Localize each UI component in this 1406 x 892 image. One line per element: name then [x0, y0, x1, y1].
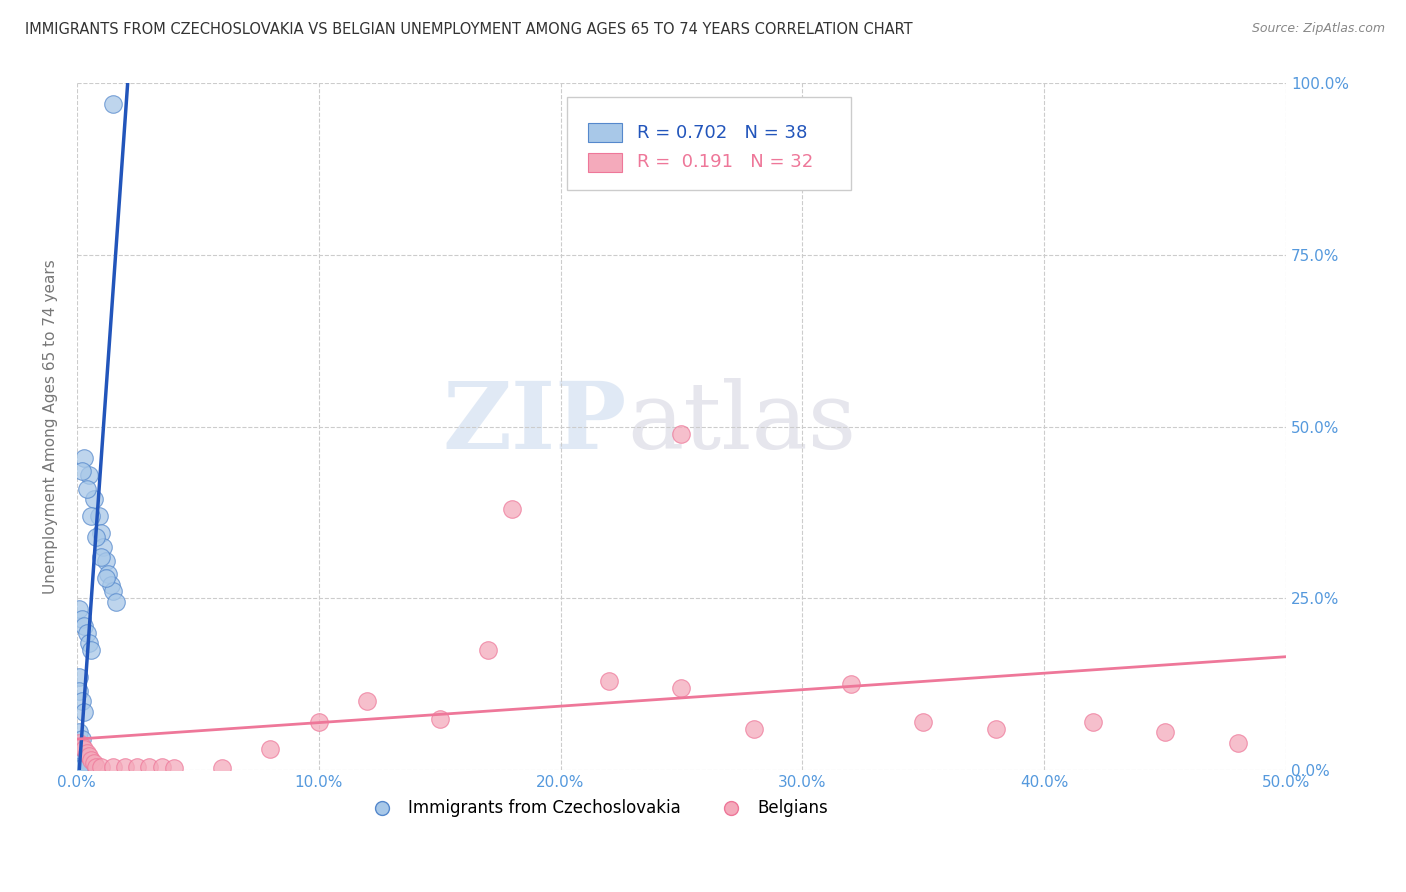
- Point: [77, 636, 100, 650]
- Text: Source: ZipAtlas.com: Source: ZipAtlas.com: [1251, 22, 1385, 36]
- Point: [80, 753, 103, 767]
- Point: [87, 508, 110, 523]
- Point: [150, 760, 173, 774]
- Point: [93, 540, 115, 554]
- Point: [839, 677, 862, 691]
- Point: [67, 684, 90, 698]
- Point: [104, 595, 127, 609]
- Point: [90, 759, 112, 773]
- Point: [100, 577, 122, 591]
- Text: R =  0.191   N = 32: R = 0.191 N = 32: [637, 153, 813, 171]
- Point: [83, 491, 105, 506]
- Point: [67, 762, 90, 776]
- Y-axis label: Unemployment Among Ages 65 to 74 years: Unemployment Among Ages 65 to 74 years: [44, 260, 58, 594]
- Text: R = 0.702   N = 38: R = 0.702 N = 38: [637, 124, 807, 142]
- Point: [73, 742, 96, 756]
- Text: ZIP: ZIP: [443, 378, 627, 468]
- Point: [671, 681, 693, 695]
- Point: [67, 742, 90, 756]
- Point: [76, 482, 98, 496]
- Point: [76, 746, 98, 760]
- Point: [477, 643, 499, 657]
- FancyBboxPatch shape: [567, 97, 851, 190]
- Point: [1226, 735, 1249, 749]
- Point: [101, 584, 124, 599]
- Point: [984, 722, 1007, 736]
- Point: [77, 749, 100, 764]
- Point: [90, 526, 112, 541]
- Legend: Immigrants from Czechoslovakia, Belgians: Immigrants from Czechoslovakia, Belgians: [359, 792, 835, 823]
- Point: [70, 732, 93, 747]
- Point: [70, 612, 93, 626]
- Point: [84, 530, 107, 544]
- Point: [67, 756, 90, 771]
- Point: [308, 714, 330, 729]
- Point: [94, 571, 117, 585]
- Point: [101, 97, 124, 112]
- Bar: [588, 153, 623, 172]
- Point: [90, 550, 112, 565]
- Point: [70, 739, 93, 753]
- Bar: [588, 123, 623, 143]
- Point: [97, 567, 120, 582]
- Point: [356, 694, 378, 708]
- Point: [80, 643, 103, 657]
- Point: [84, 759, 107, 773]
- Point: [94, 553, 117, 567]
- Point: [70, 694, 93, 708]
- Point: [162, 761, 184, 775]
- Point: [67, 670, 90, 684]
- Point: [912, 714, 935, 729]
- Point: [67, 753, 90, 767]
- Point: [70, 464, 93, 478]
- Point: [73, 450, 96, 465]
- Point: [742, 722, 765, 736]
- Point: [1154, 725, 1177, 739]
- Text: atlas: atlas: [627, 378, 856, 468]
- Point: [259, 742, 281, 756]
- Point: [77, 467, 100, 482]
- Point: [83, 756, 105, 771]
- Point: [114, 759, 136, 773]
- Point: [67, 759, 90, 773]
- Point: [671, 426, 693, 441]
- Point: [138, 759, 160, 773]
- Point: [70, 761, 93, 775]
- Point: [429, 711, 451, 725]
- Point: [598, 673, 620, 688]
- Point: [73, 705, 96, 719]
- Point: [101, 759, 124, 773]
- Point: [501, 502, 523, 516]
- Point: [67, 725, 90, 739]
- Point: [1081, 714, 1104, 729]
- Point: [76, 625, 98, 640]
- Point: [80, 508, 103, 523]
- Point: [127, 759, 149, 773]
- Point: [67, 735, 90, 749]
- Point: [67, 749, 90, 764]
- Point: [70, 762, 93, 776]
- Text: IMMIGRANTS FROM CZECHOSLOVAKIA VS BELGIAN UNEMPLOYMENT AMONG AGES 65 TO 74 YEARS: IMMIGRANTS FROM CZECHOSLOVAKIA VS BELGIA…: [25, 22, 912, 37]
- Point: [67, 601, 90, 615]
- Point: [211, 761, 233, 775]
- Point: [73, 619, 96, 633]
